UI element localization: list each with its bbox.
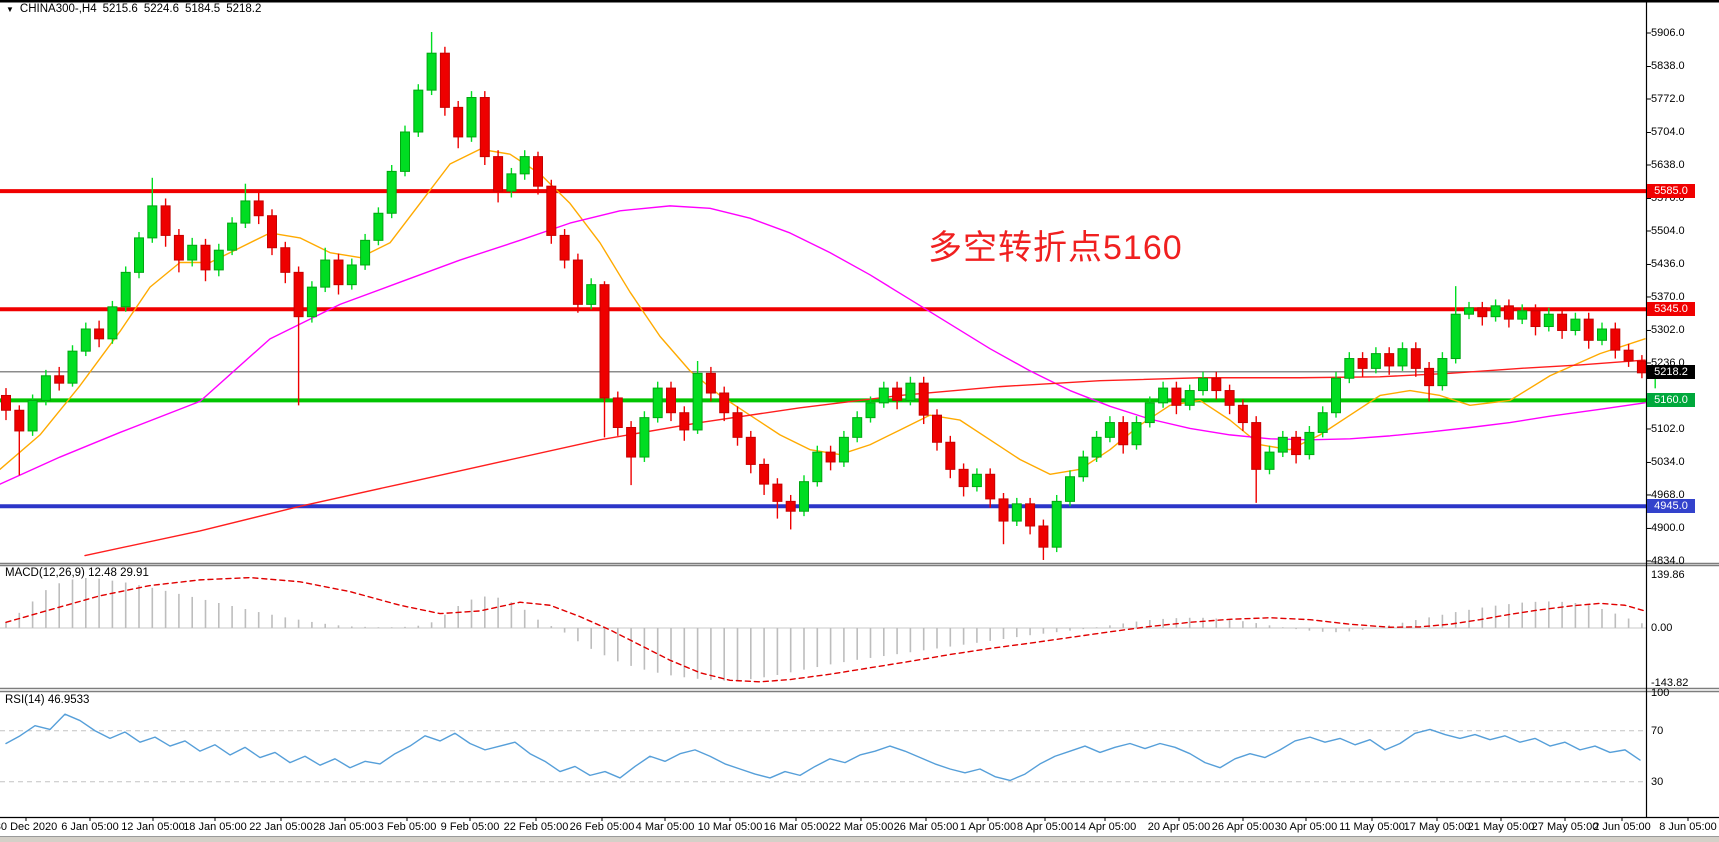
- ma-slow-red: [84, 359, 1646, 557]
- time-axis-label: 2 Jun 05:00: [1593, 821, 1651, 833]
- quote-close: 5218.2: [226, 3, 262, 15]
- macd-axis-label: 0.00: [1651, 622, 1673, 634]
- price-axis-label: 5302.0: [1651, 324, 1685, 337]
- window-bottom-edge: [0, 836, 1719, 842]
- time-axis-label: 11 May 05:00: [1339, 821, 1405, 833]
- time-axis-label: 8 Apr 05:00: [1016, 821, 1074, 833]
- macd-values: 12.48 29.91: [88, 567, 149, 579]
- chart-header: ▼ CHINA300-,H4 5215.6 5224.6 5184.5 5218…: [6, 3, 261, 15]
- price-level-badge: 5345.0: [1647, 302, 1695, 317]
- time-axis-label: 8 Jun 05:00: [1659, 821, 1717, 833]
- chart-text-annotation[interactable]: 多空转折点5160: [928, 229, 1183, 267]
- time-axis-label: 22 Mar 05:00: [828, 821, 894, 833]
- time-axis-label: 17 May 05:00: [1403, 821, 1471, 833]
- time-axis-label: 16 Mar 05:00: [763, 821, 829, 833]
- time-axis-label: 4 Mar 05:00: [635, 821, 695, 833]
- time-axis-label: 14 Apr 05:00: [1073, 821, 1137, 833]
- price-level-badge: 4945.0: [1647, 499, 1695, 514]
- time-axis-label: 22 Feb 05:00: [503, 821, 569, 833]
- price-level-badge: 5585.0: [1647, 184, 1695, 199]
- price-axis-label: 4900.0: [1651, 522, 1685, 535]
- time-axis-label: 12 Jan 05:00: [121, 821, 185, 833]
- time-axis-label: 26 Mar 05:00: [893, 821, 959, 833]
- time-axis-label: 20 Apr 05:00: [1147, 821, 1211, 833]
- price-level-badge: 5218.2: [1647, 364, 1695, 379]
- macd-histogram: [5, 577, 1643, 681]
- time-axis-label: 27 May 05:00: [1531, 821, 1599, 833]
- price-level-badge: 5160.0: [1647, 393, 1695, 408]
- time-axis-label: 3 Feb 05:00: [377, 821, 437, 833]
- price-axis-label: 5906.0: [1651, 27, 1685, 39]
- ma-mid-magenta: [0, 205, 1646, 485]
- price-axis-label: 5436.0: [1651, 258, 1685, 271]
- price-axis-label: 4968.0: [1651, 488, 1685, 501]
- price-axis-label: 5704.0: [1651, 126, 1685, 139]
- macd-axis-label: 139.86: [1651, 568, 1685, 581]
- price-axis-label: 5504.0: [1651, 224, 1685, 237]
- time-axis-label: 6 Jan 05:00: [61, 821, 119, 833]
- time-axis-label: 28 Jan 05:00: [313, 821, 377, 833]
- price-axis-label: 5772.0: [1651, 92, 1685, 105]
- candlestick-series: [1, 32, 1661, 560]
- time-axis-label: 1 Apr 05:00: [959, 821, 1017, 833]
- time-axis-label: 22 Jan 05:00: [249, 821, 313, 833]
- time-axis-label: 26 Feb 05:00: [569, 821, 635, 833]
- time-axis-label: 30 Dec 2020: [0, 821, 58, 833]
- rsi-axis-label: 30: [1651, 775, 1664, 788]
- quote-open: 5215.6: [102, 3, 138, 15]
- price-axis-label: 5370.0: [1651, 290, 1685, 303]
- macd-axis-label: -143.82: [1651, 676, 1689, 689]
- ma-fast-orange: [0, 148, 1646, 475]
- price-axis-label: 4834.0: [1651, 554, 1685, 567]
- collapse-chevron-icon[interactable]: ▼: [6, 4, 14, 14]
- time-axis-label: 26 Apr 05:00: [1211, 821, 1275, 833]
- time-axis-label: 9 Feb 05:00: [440, 821, 500, 833]
- quote-high: 5224.6: [143, 3, 179, 15]
- rsi-value: 46.9533: [47, 694, 90, 706]
- symbol-period-label: CHINA300-,H4: [19, 3, 97, 15]
- rsi-axis-label: 100: [1651, 686, 1670, 699]
- rsi-axis-label: 70: [1651, 724, 1664, 737]
- rsi-indicator-label: RSI(14) 46.9533: [5, 694, 90, 706]
- price-axis-label: 5638.0: [1651, 158, 1685, 171]
- price-axis-label: 5838.0: [1651, 60, 1685, 73]
- rsi-line: [5, 713, 1641, 782]
- price-axis-label: 5102.0: [1651, 422, 1685, 435]
- time-axis-label: 18 Jan 05:00: [183, 821, 247, 833]
- window-top-border: [0, 0, 1719, 3]
- time-axis-label: 21 May 05:00: [1467, 821, 1535, 833]
- price-axis-label: 5034.0: [1651, 456, 1685, 469]
- macd-indicator-label: MACD(12,26,9) 12.48 29.91: [5, 567, 149, 579]
- time-axis-label: 10 Mar 05:00: [697, 821, 763, 833]
- macd-signal-line: [5, 576, 1646, 683]
- time-axis-label: 30 Apr 05:00: [1274, 821, 1338, 833]
- quote-low: 5184.5: [185, 3, 221, 15]
